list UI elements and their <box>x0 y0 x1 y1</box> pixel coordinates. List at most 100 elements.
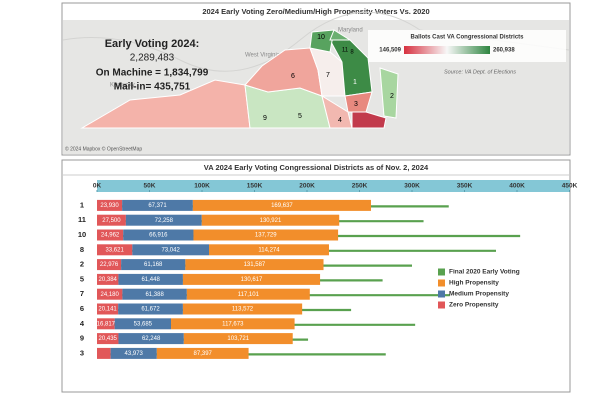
bar-segment <box>208 244 329 256</box>
value-label: 67,371 <box>148 203 167 209</box>
bar-segment <box>97 229 124 241</box>
value-label: 22,976 <box>100 262 119 268</box>
district <box>351 111 387 129</box>
value-label: 24,962 <box>101 233 120 239</box>
bar-segment <box>121 259 186 271</box>
district-label: 10 <box>317 34 325 41</box>
value-label: 73,042 <box>161 247 180 253</box>
bar-segment <box>182 303 303 315</box>
bar-segment <box>97 244 133 256</box>
value-label: 61,672 <box>141 307 160 313</box>
x-tick-label: 450K <box>562 183 578 190</box>
district <box>329 29 352 41</box>
color-scale <box>404 46 490 54</box>
value-label: 113,572 <box>232 307 254 313</box>
legend-swatch <box>438 301 445 309</box>
bar-segment <box>192 199 371 211</box>
value-label: 72,258 <box>155 218 174 224</box>
category-label: 2 <box>80 260 84 269</box>
district-label: 9 <box>263 115 267 122</box>
value-label: 103,721 <box>227 336 249 342</box>
bar-segment <box>97 259 122 271</box>
bar-segment <box>118 333 184 345</box>
value-label: 62,248 <box>142 336 161 342</box>
summary-text: On Machine = 1,834,799 <box>96 68 209 79</box>
place-label: Maryland <box>338 28 363 34</box>
axis-band <box>97 180 570 192</box>
x-tick-label: 50K <box>144 183 156 190</box>
credit: © 2024 Mapbox © OpenStreetMap <box>65 145 142 152</box>
legend-title: Ballots Cast VA Congressional Districts <box>410 35 524 41</box>
bar-segment <box>97 288 123 300</box>
bar-segment <box>122 288 187 300</box>
district-label: 8 <box>350 50 354 56</box>
summary-text: Early Voting 2024: <box>105 38 200 50</box>
value-label: 117,101 <box>238 292 260 298</box>
x-tick-label: 250K <box>352 183 368 190</box>
district-label: 3 <box>354 101 358 108</box>
bar-segment <box>97 333 119 345</box>
value-label: 20,141 <box>98 307 117 313</box>
value-label: 169,637 <box>271 203 293 209</box>
summary-text: Mail-in= 435,751 <box>114 82 191 93</box>
value-label: 43,973 <box>125 351 144 357</box>
x-tick-label: 150K <box>247 183 263 190</box>
value-label: 23,930 <box>100 203 119 209</box>
bar-segment <box>122 199 193 211</box>
chart-title: VA 2024 Early Voting Congressional Distr… <box>204 163 429 172</box>
x-tick-label: 200K <box>299 183 315 190</box>
bar-segment <box>193 229 339 241</box>
legend-swatch <box>438 279 445 287</box>
value-label: 33,621 <box>105 247 124 253</box>
value-label: 16,817 <box>97 321 116 327</box>
map-title: 2024 Early Voting Zero/Medium/High Prope… <box>202 7 429 16</box>
value-label: 66,916 <box>149 233 168 239</box>
place-label: West Virginia <box>245 53 281 59</box>
district-label: 11 <box>342 48 349 54</box>
value-label: 87,397 <box>194 351 213 357</box>
district-label: 2 <box>390 93 394 100</box>
bar-segment <box>186 288 310 300</box>
value-label: 117,673 <box>222 321 244 327</box>
value-label: 53,685 <box>134 321 153 327</box>
legend-max: 260,938 <box>493 48 515 54</box>
district <box>309 29 335 53</box>
category-label: 3 <box>80 348 84 357</box>
x-tick-label: 0K <box>93 183 102 190</box>
district-label: 5 <box>298 113 302 120</box>
bar-segment <box>125 214 202 226</box>
value-label: 137,729 <box>255 233 277 239</box>
value-label: 114,274 <box>258 247 280 253</box>
legend-swatch <box>438 290 445 298</box>
district-label: 4 <box>338 117 342 124</box>
value-label: 131,587 <box>244 262 266 268</box>
bar-segment <box>97 199 123 211</box>
bar-segment <box>123 229 194 241</box>
bar-segment <box>132 244 209 256</box>
bar-segment <box>97 303 119 315</box>
bar-segment <box>201 214 340 226</box>
value-label: 61,448 <box>141 277 160 283</box>
district <box>379 67 399 119</box>
bar-segment <box>182 273 321 285</box>
summary-text: 2,289,483 <box>130 53 175 64</box>
bar-segment <box>97 318 115 330</box>
bar-segment <box>156 347 249 359</box>
bar-segment <box>110 347 157 359</box>
category-label: 9 <box>80 334 84 343</box>
category-label: 10 <box>78 230 86 239</box>
value-label: 20,384 <box>99 277 118 283</box>
value-label: 24,180 <box>101 292 120 298</box>
source: Source: VA Dept. of Elections <box>444 69 516 75</box>
legend-label: High Propensity <box>449 280 499 287</box>
category-label: 6 <box>80 304 84 313</box>
value-label: 130,617 <box>241 277 263 283</box>
value-label: 61,168 <box>144 262 163 268</box>
bar-segment <box>114 318 172 330</box>
value-label: 130,921 <box>260 218 282 224</box>
bar-segment <box>183 333 293 345</box>
district-label: 1 <box>353 79 357 86</box>
value-label: 61,388 <box>145 292 164 298</box>
